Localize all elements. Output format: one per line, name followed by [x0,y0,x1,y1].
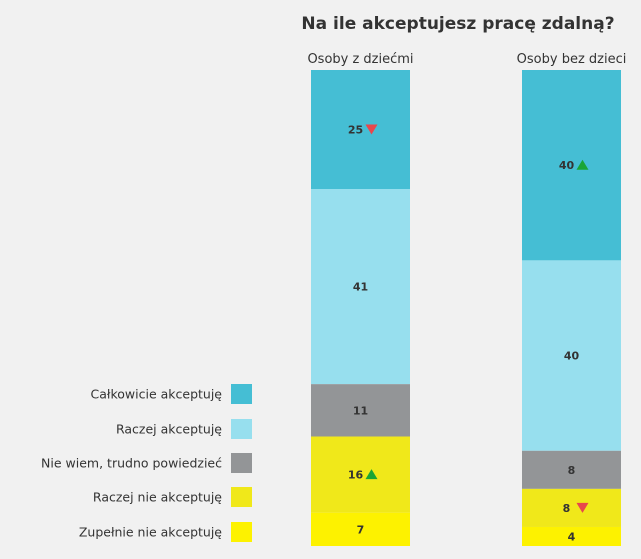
column-with-children: Osoby z dziećmi 25 41 11 16 7 [307,52,414,546]
legend-label: Raczej nie akceptuję [93,490,222,505]
legend-label: Nie wiem, trudno powiedzieć [41,456,222,471]
data-label: 8 [563,502,571,515]
data-label: 40 [564,350,580,363]
legend-swatch [231,453,252,473]
legend-label: Zupełnie nie akceptuję [79,525,222,540]
legend-swatch [231,419,252,439]
legend-swatch [231,522,252,542]
legend-label: Raczej akceptuję [116,422,222,437]
bar-segment [311,189,410,385]
legend-swatch [231,487,252,507]
data-label: 16 [348,469,364,482]
data-label: 11 [353,404,368,417]
data-label: 8 [568,464,576,477]
bar-segment [522,488,621,527]
triangle-down-icon [576,502,589,513]
legend-item: Zupełnie nie akceptuję [79,522,252,542]
bar-segment [311,512,410,546]
columns-layer: Osoby z dziećmi 25 41 11 16 7 Osoby bez dzieci… [307,52,626,546]
data-label: 4 [568,530,576,543]
bar-segment [522,70,621,261]
triangle-up-icon [365,469,378,480]
data-label: 25 [348,124,363,137]
column-label: Osoby z dziećmi [307,52,413,67]
triangle-up-icon [576,159,589,170]
bar-segment [522,260,621,451]
legend-item: Raczej nie akceptuję [93,487,252,507]
triangle-down-icon [365,124,378,135]
data-label: 40 [559,159,575,172]
legend-swatch [231,384,252,404]
bar-segment [311,70,410,189]
bar-segment [522,526,621,546]
bar-segment [311,384,410,437]
column-without-children: Osoby bez dzieci 40 40 8 8 4 [517,52,627,546]
legend-label: Całkowicie akceptuję [91,387,223,402]
bar-segment [311,436,410,513]
legend: Całkowicie akceptuję Raczej akceptuję Nie … [41,384,252,542]
data-label: 41 [353,281,368,294]
legend-item: Całkowicie akceptuję [91,384,252,404]
chart-title: Na ile akceptujesz pracę zdalną? [301,14,614,34]
bar-segment [522,450,621,489]
legend-item: Raczej akceptuję [116,419,252,439]
column-label: Osoby bez dzieci [517,52,627,67]
data-label: 7 [357,523,365,536]
legend-item: Nie wiem, trudno powiedzieć [41,453,252,473]
